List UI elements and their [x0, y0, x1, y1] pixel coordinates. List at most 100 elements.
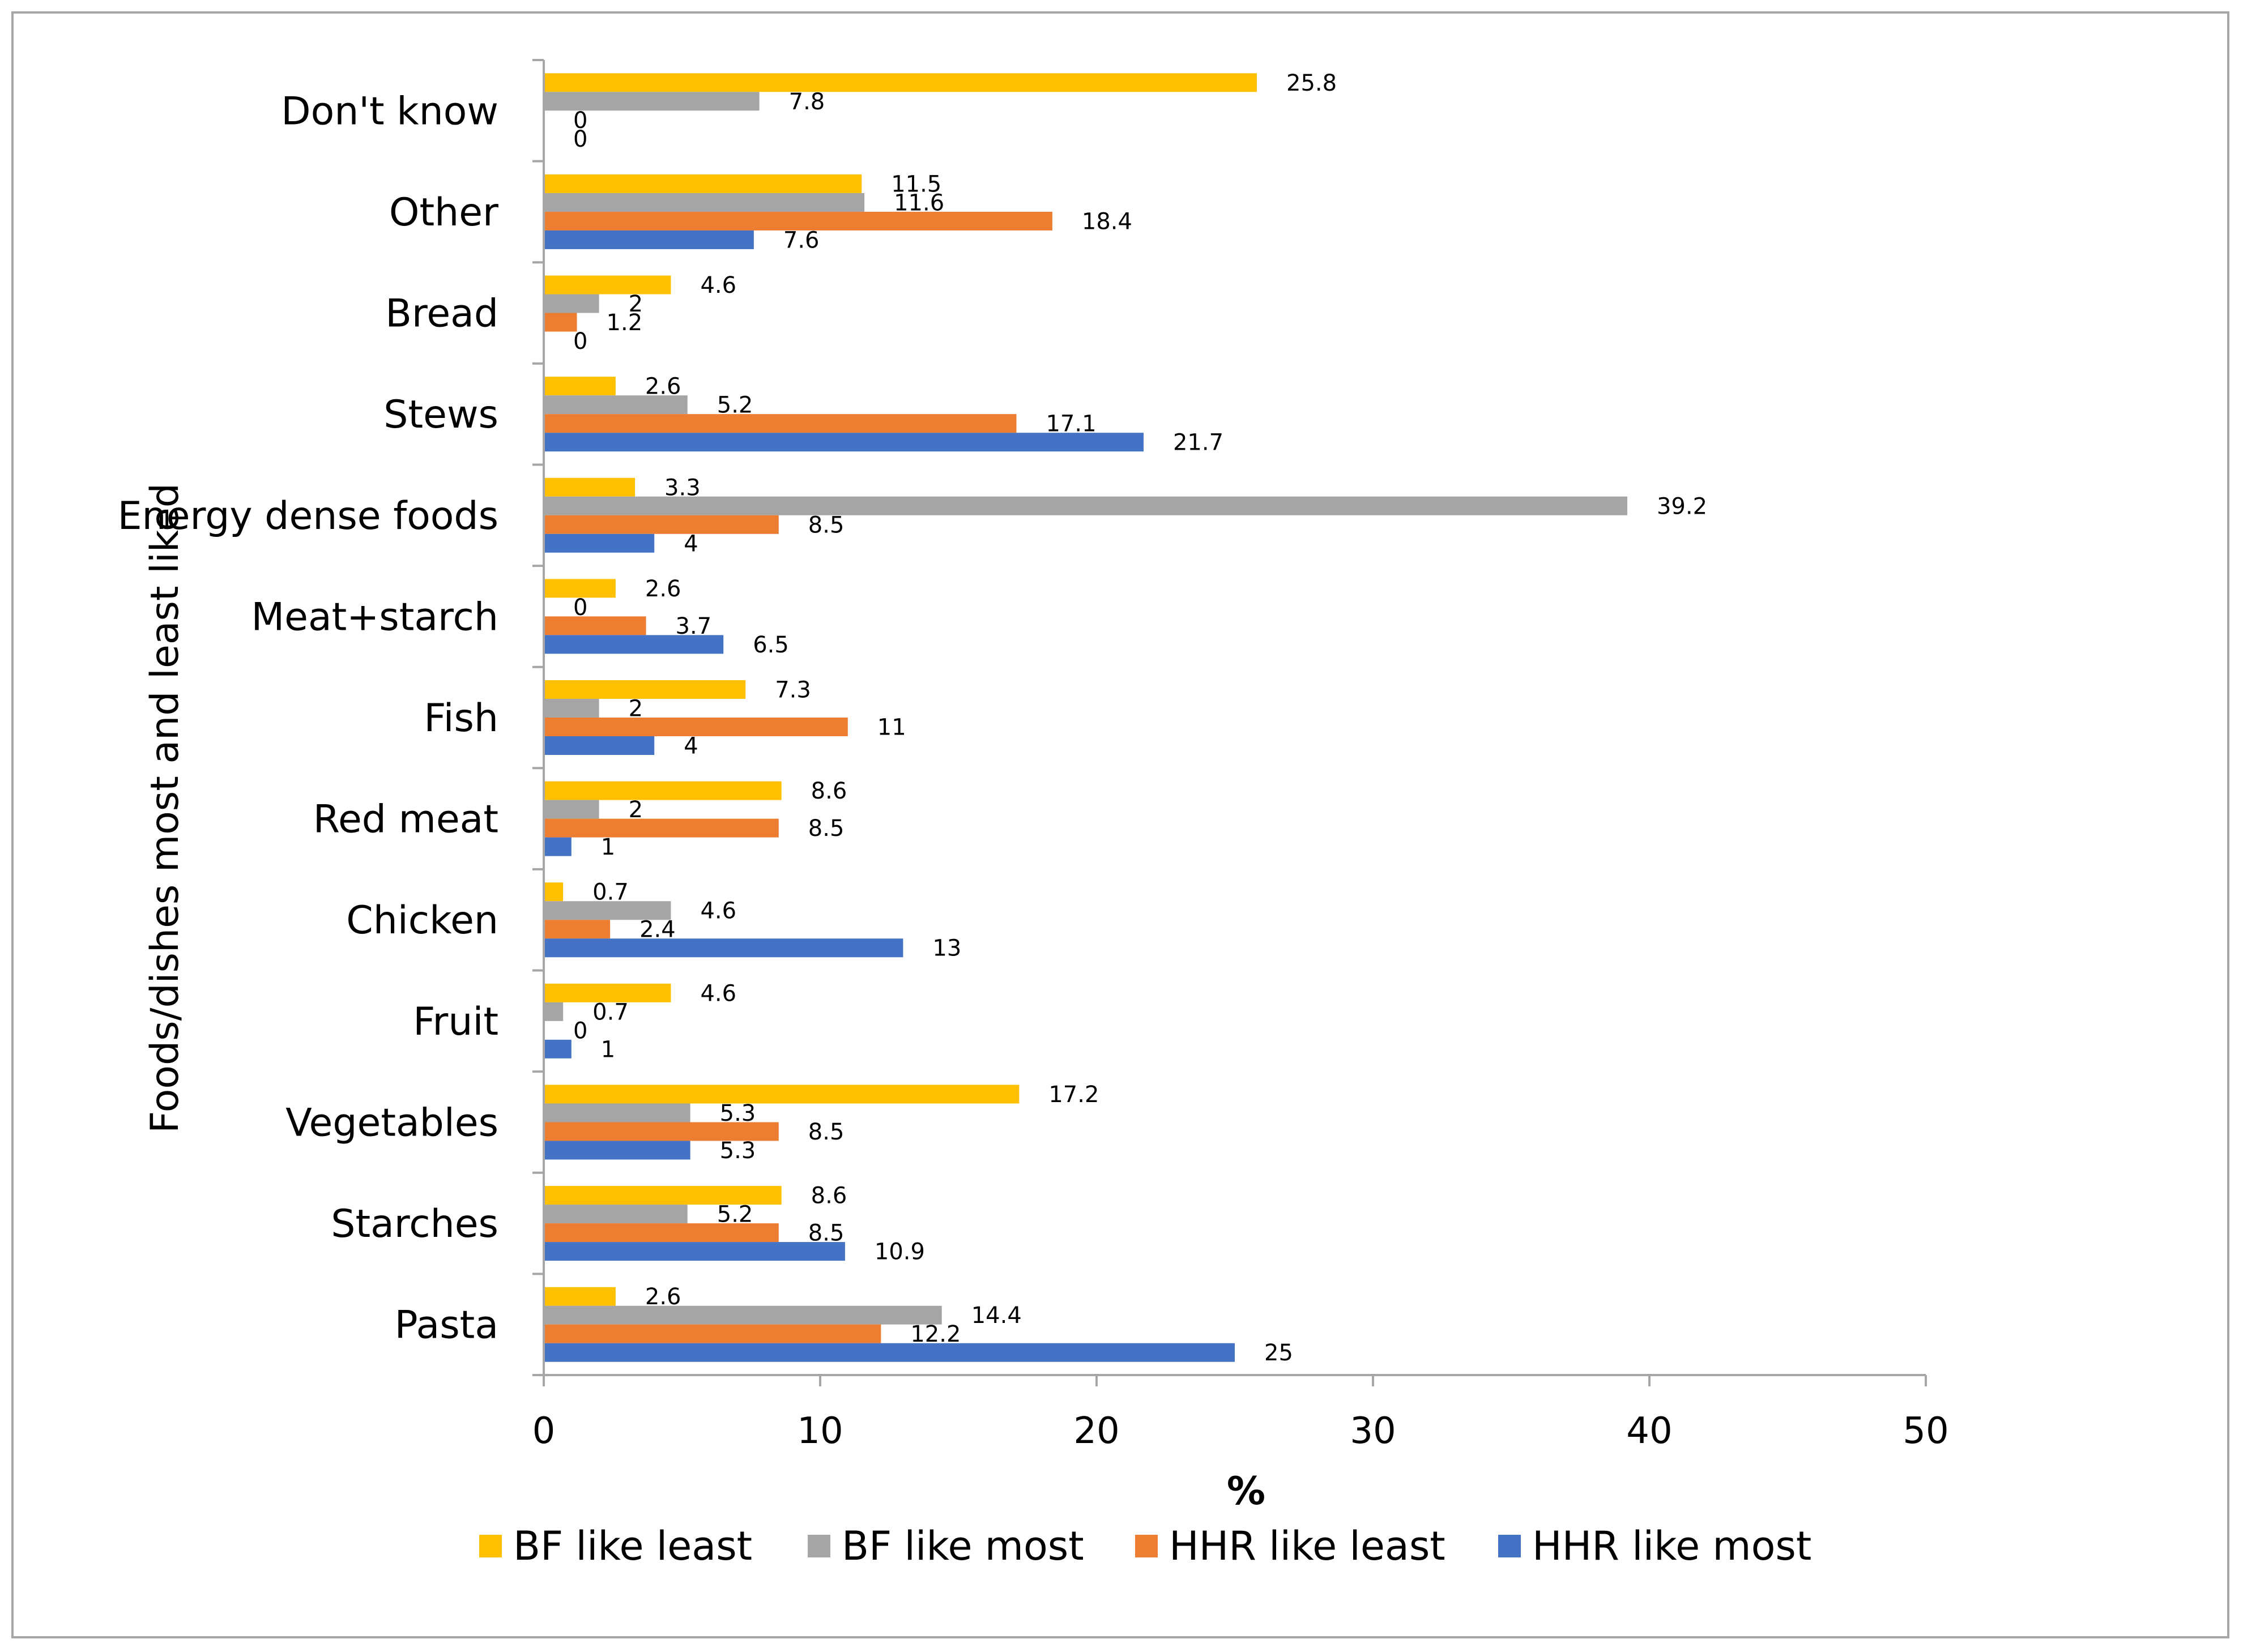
bar-bf-like-least-chicken [544, 882, 564, 902]
bar-bf-like-most-fish [544, 699, 599, 718]
bar-hhr-like-most-pasta [544, 1343, 1235, 1362]
value-label-hhr-like-least-meat-starch: 3.7 [676, 613, 712, 639]
bar-hhr-like-least-stews [544, 414, 1017, 433]
x-tick-label-30: 30 [1350, 1410, 1396, 1452]
value-label-bf-like-least-energy-dense-foods: 3.3 [664, 475, 701, 501]
value-label-bf-like-most-fruit: 0.7 [592, 999, 629, 1025]
value-label-hhr-like-most-fruit: 1 [601, 1036, 615, 1062]
legend-swatch-hhr-like-most [1498, 1535, 1521, 1557]
value-label-bf-like-most-starches: 5.2 [717, 1202, 753, 1228]
value-label-hhr-like-most-energy-dense-foods: 4 [684, 531, 698, 557]
legend: BF like least BF like most HHR like least H… [479, 1523, 1811, 1569]
bar-hhr-like-most-red-meat [544, 837, 572, 856]
x-tick-label-10: 10 [797, 1410, 843, 1452]
bar-hhr-like-least-pasta [544, 1324, 881, 1343]
value-label-hhr-like-most-bread: 0 [573, 328, 587, 355]
legend-label-bf-like-most: BF like most [842, 1523, 1084, 1569]
bar-hhr-like-least-vegetables [544, 1122, 779, 1141]
value-label-bf-like-least-fish: 7.3 [775, 677, 811, 703]
value-label-bf-like-least-red-meat: 8.6 [811, 778, 847, 804]
value-label-bf-like-most-bread: 2 [629, 291, 643, 317]
bar-bf-like-least-pasta [544, 1287, 616, 1306]
bar-bf-like-least-meat-starch [544, 579, 616, 598]
legend-swatch-bf-like-most [808, 1535, 830, 1557]
bar-hhr-like-least-red-meat [544, 818, 779, 838]
value-label-hhr-like-most-don-t-know: 0 [573, 126, 587, 152]
value-label-bf-like-most-pasta: 14.4 [971, 1303, 1022, 1329]
value-label-bf-like-most-energy-dense-foods: 39.2 [1657, 493, 1707, 519]
value-label-hhr-like-least-fish: 11 [877, 715, 906, 741]
value-label-hhr-like-least-chicken: 2.4 [639, 917, 676, 943]
value-label-hhr-like-least-stews: 17.1 [1046, 411, 1096, 437]
bar-bf-like-least-starches [544, 1186, 782, 1205]
bar-hhr-like-most-meat-starch [544, 635, 724, 654]
category-label-meat-starch: Meat+starch [251, 595, 498, 639]
category-label-fruit: Fruit [413, 1000, 498, 1044]
bar-bf-like-least-don-t-know [544, 73, 1257, 92]
bar-hhr-like-least-starches [544, 1223, 779, 1243]
value-label-hhr-like-most-meat-starch: 6.5 [753, 632, 789, 658]
bar-hhr-like-most-fish [544, 736, 655, 755]
value-label-bf-like-most-meat-starch: 0 [573, 595, 587, 621]
category-label-energy-dense-foods: Energy dense foods [118, 494, 498, 539]
bar-chart: 25.87.80011.511.618.47.64.621.202.65.217… [118, 59, 1949, 1569]
category-label-vegetables: Vegetables [285, 1100, 498, 1145]
value-label-bf-like-least-other: 11.5 [891, 171, 941, 197]
value-label-bf-like-least-bread: 4.6 [700, 272, 736, 298]
value-label-bf-like-least-don-t-know: 25.8 [1286, 70, 1337, 96]
x-axis-title: % [1227, 1469, 1265, 1514]
bar-bf-like-least-stews [544, 377, 616, 396]
category-label-stews: Stews [383, 392, 498, 437]
legend-swatch-hhr-like-least [1135, 1535, 1158, 1557]
x-tick-label-0: 0 [532, 1410, 556, 1452]
bar-hhr-like-least-meat-starch [544, 616, 646, 635]
category-label-pasta: Pasta [395, 1303, 498, 1348]
value-label-bf-like-least-pasta: 2.6 [645, 1284, 681, 1310]
value-label-bf-like-most-other: 11.6 [894, 190, 944, 216]
value-label-hhr-like-most-red-meat: 1 [601, 834, 615, 860]
value-label-hhr-like-least-fruit: 0 [573, 1018, 587, 1044]
value-label-bf-like-least-stews: 2.6 [645, 374, 681, 400]
bar-bf-like-most-bread [544, 294, 599, 313]
value-label-bf-like-least-fruit: 4.6 [700, 980, 736, 1006]
bar-hhr-like-most-stews [544, 433, 1144, 452]
bar-bf-like-least-vegetables [544, 1085, 1020, 1104]
bar-hhr-like-most-fruit [544, 1039, 572, 1058]
value-label-hhr-like-most-other: 7.6 [783, 227, 820, 253]
category-label-starches: Starches [331, 1202, 498, 1247]
value-label-bf-like-most-vegetables: 5.3 [720, 1100, 756, 1126]
bar-bf-like-most-energy-dense-foods [544, 496, 1627, 515]
x-tick-label-40: 40 [1626, 1410, 1672, 1452]
value-label-bf-like-least-meat-starch: 2.6 [645, 576, 681, 602]
bar-bf-like-most-chicken [544, 901, 671, 920]
x-tick-label-20: 20 [1073, 1410, 1119, 1452]
value-label-hhr-like-least-vegetables: 8.5 [808, 1119, 845, 1145]
bar-bf-like-most-pasta [544, 1305, 942, 1325]
bar-bf-like-most-stews [544, 395, 688, 415]
bar-bf-like-most-fruit [544, 1002, 564, 1021]
bar-hhr-like-most-energy-dense-foods [544, 533, 655, 553]
value-label-bf-like-most-fish: 2 [629, 696, 643, 722]
value-label-hhr-like-most-fish: 4 [684, 733, 698, 759]
value-label-hhr-like-least-other: 18.4 [1082, 208, 1132, 234]
bar-hhr-like-least-fish [544, 718, 848, 736]
bar-bf-like-most-other [544, 193, 865, 212]
category-label-fish: Fish [424, 696, 498, 741]
bar-hhr-like-most-starches [544, 1242, 845, 1261]
value-label-hhr-like-most-pasta: 25 [1264, 1340, 1293, 1366]
bar-hhr-like-least-other [544, 211, 1052, 230]
category-label-bread: Bread [385, 292, 498, 336]
bar-hhr-like-least-chicken [544, 920, 611, 939]
legend-label-bf-like-least: BF like least [513, 1523, 752, 1569]
value-label-bf-like-most-red-meat: 2 [629, 797, 643, 823]
value-label-bf-like-most-don-t-know: 7.8 [789, 89, 825, 115]
category-label-other: Other [389, 190, 498, 235]
value-label-hhr-like-least-bread: 1.2 [607, 310, 643, 336]
legend-label-hhr-like-least: HHR like least [1169, 1523, 1445, 1569]
bar-bf-like-least-bread [544, 275, 671, 294]
x-tick-label-50: 50 [1903, 1410, 1948, 1452]
y-axis-title: Foods/dishes most and least liked [143, 483, 187, 1133]
value-label-hhr-like-least-red-meat: 8.5 [808, 816, 845, 842]
bar-bf-like-least-fish [544, 680, 746, 699]
category-labels-layer: Don't know Other Bread Stews Energy dense fo… [118, 89, 498, 1347]
